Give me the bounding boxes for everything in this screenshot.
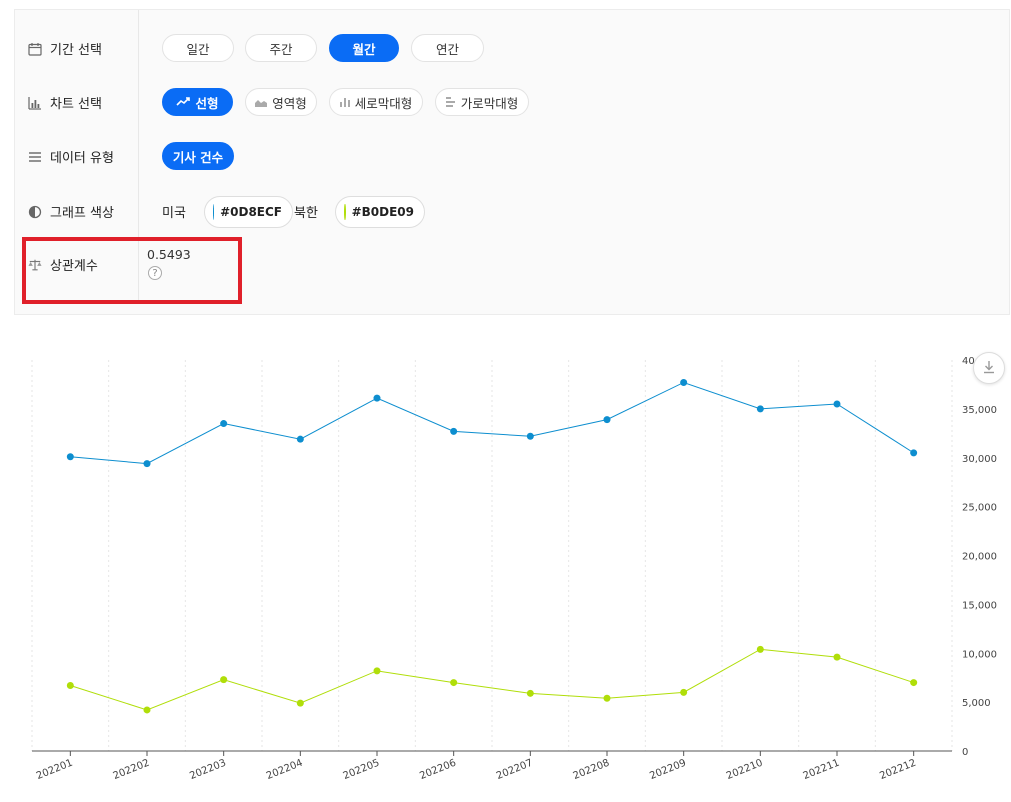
series-1-line <box>70 381 914 465</box>
menu-lines-icon <box>28 150 42 164</box>
chart-series <box>66 378 918 714</box>
contrast-icon <box>28 205 42 219</box>
data-type-label: 데이터 유형 <box>28 147 114 166</box>
series-2-point <box>833 653 841 661</box>
series-2-point <box>296 699 304 707</box>
chart-column-label: 세로막대형 <box>354 95 413 111</box>
series-2-point <box>373 667 381 675</box>
period-yearly-button[interactable]: 연간 <box>411 34 484 62</box>
series-1-point <box>526 432 534 440</box>
x-tick-label: 202211 <box>802 758 842 783</box>
series-1-point <box>66 453 74 461</box>
series-1-point <box>373 394 381 402</box>
x-tick-label: 202206 <box>418 758 458 783</box>
x-tick-label: 202204 <box>265 758 305 783</box>
y-tick-label: 0 <box>962 747 968 758</box>
series-1-point <box>833 400 841 408</box>
series-2-color-picker[interactable]: #B0DE09 <box>335 196 425 228</box>
graph-color-label-text: 그래프 색상 <box>50 206 114 221</box>
data-type-articles-button[interactable]: 기사 건수 <box>162 142 234 170</box>
series-2-point <box>450 679 458 687</box>
series-2-line <box>70 648 914 711</box>
chart-axis <box>32 750 952 756</box>
data-type-label-text: 데이터 유형 <box>50 151 114 166</box>
series-1-point <box>603 416 611 424</box>
series-1-point <box>910 449 918 457</box>
chart-line-button[interactable]: 선형 <box>162 88 233 116</box>
series-2-color-swatch <box>344 204 346 220</box>
line-trend-icon <box>176 97 191 107</box>
x-tick-label: 202207 <box>495 758 535 783</box>
series-1-point <box>450 427 458 435</box>
x-tick-label: 202205 <box>342 758 382 783</box>
x-tick-label: 202201 <box>35 758 75 783</box>
y-tick-label: 30,000 <box>962 454 997 465</box>
series-1-color-swatch <box>213 204 215 220</box>
horizontal-bar-icon <box>445 97 456 107</box>
chart-type-label-text: 차트 선택 <box>50 97 102 112</box>
download-button[interactable] <box>973 352 1005 384</box>
series-2-point <box>66 682 74 690</box>
correlation-highlight-box <box>22 237 242 304</box>
correlation-value: 0.5493 <box>147 247 191 262</box>
panel-divider <box>138 10 139 304</box>
y-tick-label: 25,000 <box>962 503 997 514</box>
series-2-point <box>220 676 228 684</box>
x-tick-label: 202208 <box>572 758 612 783</box>
chart-line-label: 선형 <box>195 95 219 111</box>
area-chart-icon <box>255 98 268 107</box>
series-1-name: 미국 <box>162 206 186 221</box>
series-2-point <box>756 645 764 653</box>
correlation-label-text: 상관계수 <box>50 259 98 274</box>
series-2-name: 북한 <box>294 206 318 221</box>
y-tick-label: 10,000 <box>962 649 997 660</box>
series-2-point <box>143 706 151 714</box>
correlation-label: 상관계수 <box>28 255 98 274</box>
y-tick-label: 15,000 <box>962 600 997 611</box>
series-1-point <box>220 420 228 428</box>
y-tick-label: 20,000 <box>962 552 997 563</box>
chart-bar-button[interactable]: 가로막대형 <box>435 88 529 116</box>
series-1-color-code: #0D8ECF <box>220 205 282 219</box>
download-icon <box>982 359 996 378</box>
series-1-point <box>296 435 304 443</box>
period-daily-button[interactable]: 일간 <box>162 34 234 62</box>
series-2-point <box>603 694 611 702</box>
series-2-point <box>680 688 688 696</box>
y-tick-label: 5,000 <box>962 698 991 709</box>
series-1-color-picker[interactable]: #0D8ECF <box>204 196 293 228</box>
x-tick-label: 202203 <box>188 758 228 783</box>
chart-grid <box>31 360 953 751</box>
period-monthly-button[interactable]: 월간 <box>329 34 399 62</box>
column-chart-icon <box>339 97 350 107</box>
series-2-point <box>910 679 918 687</box>
chart-bar-label: 가로막대형 <box>460 95 519 111</box>
series-1-point <box>680 378 688 386</box>
x-tick-label: 202209 <box>648 758 688 783</box>
calendar-icon <box>28 42 42 56</box>
x-tick-label: 202202 <box>112 758 152 783</box>
period-label: 기간 선택 <box>28 39 102 58</box>
x-tick-label: 202210 <box>725 758 765 783</box>
chart-type-label: 차트 선택 <box>28 93 102 112</box>
chart-labels: 202201 202202 202203 202204 202205 202206 2022… <box>35 356 997 782</box>
chart-column-button[interactable]: 세로막대형 <box>329 88 423 116</box>
y-tick-label: 35,000 <box>962 405 997 416</box>
balance-scale-icon <box>28 258 42 272</box>
graph-color-label: 그래프 색상 <box>28 202 114 221</box>
correlation-help-icon[interactable]: ? <box>148 266 162 280</box>
series-1-point <box>756 405 764 413</box>
period-weekly-button[interactable]: 주간 <box>245 34 317 62</box>
chart-area-label: 영역형 <box>272 95 307 111</box>
series-2-point <box>526 689 534 697</box>
period-label-text: 기간 선택 <box>50 43 102 58</box>
x-tick-label: 202212 <box>878 758 918 783</box>
series-1-point <box>143 460 151 468</box>
series-2-color-code: #B0DE09 <box>351 205 414 219</box>
chart-area-button[interactable]: 영역형 <box>245 88 317 116</box>
bar-chart-icon <box>28 96 42 110</box>
